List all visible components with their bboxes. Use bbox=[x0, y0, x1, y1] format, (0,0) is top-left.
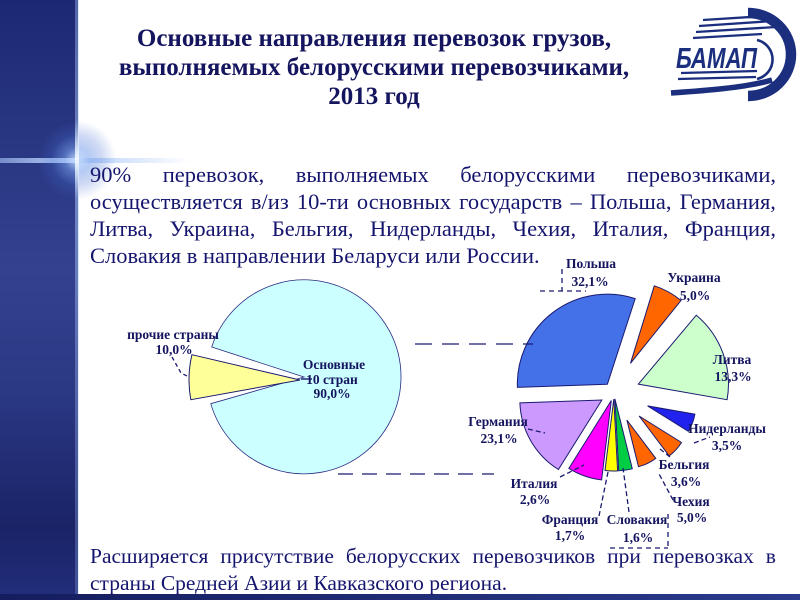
svg-text:10 стран: 10 стран bbox=[306, 372, 358, 387]
svg-text:Нидерланды: Нидерланды bbox=[688, 421, 766, 436]
svg-text:5,0%: 5,0% bbox=[680, 288, 710, 303]
svg-text:23,1%: 23,1% bbox=[480, 431, 517, 446]
svg-text:3,6%: 3,6% bbox=[671, 474, 701, 489]
svg-text:Франция: Франция bbox=[542, 512, 599, 527]
svg-text:1,7%: 1,7% bbox=[555, 528, 585, 543]
svg-text:3,5%: 3,5% bbox=[712, 438, 742, 453]
svg-text:Словакия: Словакия bbox=[607, 512, 668, 527]
svg-text:Италия: Италия bbox=[511, 476, 558, 491]
svg-text:13,3%: 13,3% bbox=[714, 369, 751, 384]
svg-text:Украина: Украина bbox=[667, 270, 720, 285]
svg-text:Польша: Польша bbox=[566, 256, 616, 271]
svg-text:90,0%: 90,0% bbox=[313, 386, 350, 401]
svg-text:Бельгия: Бельгия bbox=[659, 457, 710, 472]
svg-text:5,0%: 5,0% bbox=[677, 510, 707, 525]
svg-text:прочие страны: прочие страны bbox=[127, 327, 219, 342]
svg-text:Германия: Германия bbox=[468, 414, 528, 429]
svg-text:10,0%: 10,0% bbox=[155, 342, 192, 357]
svg-text:Чехия: Чехия bbox=[672, 494, 709, 509]
svg-text:БАМАП: БАМАП bbox=[676, 43, 758, 75]
svg-text:Литва: Литва bbox=[713, 352, 752, 367]
svg-text:2,6%: 2,6% bbox=[520, 492, 550, 507]
svg-text:1,6%: 1,6% bbox=[623, 530, 653, 545]
svg-text:Основные: Основные bbox=[303, 357, 365, 372]
svg-text:32,1%: 32,1% bbox=[571, 274, 608, 289]
